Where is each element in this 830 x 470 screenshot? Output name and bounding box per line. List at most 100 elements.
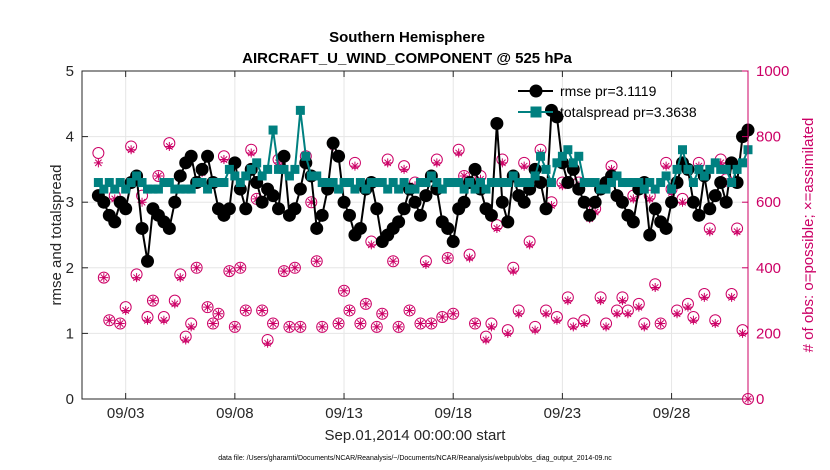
assimilated-point bbox=[388, 256, 398, 266]
assimilated-point bbox=[699, 292, 709, 302]
totalspread-point bbox=[361, 184, 371, 194]
totalspread-point bbox=[290, 164, 300, 174]
assimilated-point bbox=[683, 302, 693, 312]
possible-point bbox=[103, 314, 116, 327]
assimilated-point bbox=[596, 296, 606, 306]
rmse-point bbox=[457, 195, 471, 209]
assimilated-point bbox=[104, 315, 114, 325]
totalspread-point bbox=[93, 178, 103, 188]
possible-point bbox=[469, 317, 482, 330]
rmse-point bbox=[659, 221, 673, 235]
totalspread-point bbox=[334, 184, 344, 194]
totalspread-point bbox=[230, 171, 240, 181]
x-tick-label: 09/23 bbox=[544, 405, 582, 422]
rmse-point bbox=[484, 208, 498, 222]
totalspread-point bbox=[104, 178, 114, 188]
assimilated-point bbox=[361, 299, 371, 309]
totalspread-point bbox=[410, 184, 420, 194]
totalspread-point bbox=[405, 184, 415, 194]
rmse-point bbox=[119, 202, 133, 216]
rmse-point bbox=[141, 254, 155, 268]
totalspread-point bbox=[132, 171, 142, 181]
rmse-point bbox=[392, 215, 406, 229]
assimilated-point bbox=[399, 164, 409, 174]
rmse-point bbox=[255, 195, 269, 209]
assimilated-point bbox=[203, 302, 213, 312]
rmse-point bbox=[719, 195, 733, 209]
totalspread-point bbox=[164, 178, 174, 188]
assimilated-point bbox=[639, 322, 649, 332]
totalspread-point bbox=[246, 164, 256, 174]
totalspread-point bbox=[579, 178, 589, 188]
totalspread-point bbox=[568, 158, 578, 168]
possible-point bbox=[267, 317, 280, 330]
totalspread-point bbox=[224, 164, 234, 174]
y-tick-label: 3 bbox=[66, 194, 74, 211]
assimilated-point bbox=[279, 266, 289, 276]
rmse-point bbox=[310, 221, 324, 235]
possible-point bbox=[370, 320, 383, 333]
assimilated-point bbox=[579, 319, 589, 329]
rmse-point bbox=[588, 195, 602, 209]
totalspread-point bbox=[738, 158, 748, 168]
assimilated-point bbox=[415, 319, 425, 329]
assimilated-point bbox=[617, 296, 627, 306]
y-right-tick-label: 1000 bbox=[756, 63, 789, 80]
assimilated-point bbox=[164, 141, 174, 151]
assimilated-point bbox=[153, 171, 163, 181]
rmse-point bbox=[135, 221, 149, 235]
totalspread-point bbox=[175, 184, 185, 194]
totalspread-point bbox=[377, 178, 387, 188]
totalspread-point bbox=[732, 164, 742, 174]
rmse-point bbox=[353, 221, 367, 235]
totalspread-point bbox=[563, 145, 573, 155]
totalspread-point bbox=[421, 178, 431, 188]
rmse-point bbox=[266, 189, 280, 203]
assimilated-point bbox=[688, 315, 698, 325]
totalspread-point bbox=[394, 184, 404, 194]
assimilated-point bbox=[175, 273, 185, 283]
assimilated-point bbox=[181, 335, 191, 345]
assimilated-point bbox=[213, 309, 223, 319]
possible-point bbox=[354, 317, 367, 330]
rmse-point bbox=[615, 195, 629, 209]
possible-point bbox=[190, 261, 203, 274]
assimilated-point bbox=[705, 227, 715, 237]
totalspread-point bbox=[339, 178, 349, 188]
data-file-footnote: data file: /Users/gharamti/Documents/NCA… bbox=[218, 455, 612, 462]
assimilated-point bbox=[481, 335, 491, 345]
totalspread-point bbox=[186, 184, 196, 194]
totalspread-point bbox=[454, 178, 464, 188]
x-axis-label: Sep.01,2014 00:00:00 start bbox=[325, 427, 507, 444]
axis-ticks: 09/03 09/08 09/13 09/18 09/23 09/28 0 1 2 3 4 5 0 200… bbox=[66, 63, 790, 422]
assimilated-point bbox=[661, 161, 671, 171]
totalspread-point bbox=[705, 164, 715, 174]
y-tick-label: 5 bbox=[66, 63, 74, 80]
y-right-tick-label: 600 bbox=[756, 194, 781, 211]
rmse-point bbox=[550, 110, 564, 124]
assimilated-point bbox=[448, 309, 458, 319]
assimilated-point bbox=[426, 319, 436, 329]
totalspread-point bbox=[213, 178, 223, 188]
totalspread-point bbox=[465, 178, 475, 188]
assimilated-point bbox=[716, 158, 726, 168]
rmse-point bbox=[293, 182, 307, 196]
rmse-point bbox=[97, 195, 111, 209]
assimilated-point bbox=[732, 227, 742, 237]
rmse-point bbox=[517, 195, 531, 209]
y-axis-right-label: # of obs: o=possible; ×=assimilated bbox=[800, 118, 817, 353]
assimilated-point bbox=[405, 305, 415, 315]
possible-point bbox=[338, 284, 351, 297]
possible-point bbox=[316, 320, 329, 333]
totalspread-point bbox=[727, 178, 737, 188]
totalspread-point bbox=[481, 184, 491, 194]
totalspread-point bbox=[710, 158, 720, 168]
y-tick-label: 2 bbox=[66, 260, 74, 277]
totalspread-point bbox=[181, 184, 191, 194]
totalspread-point bbox=[257, 171, 267, 181]
assimilated-point bbox=[727, 292, 737, 302]
assimilated-point bbox=[290, 263, 300, 273]
assimilated-point bbox=[355, 319, 365, 329]
rmse-point bbox=[583, 208, 597, 222]
totalspread-point bbox=[344, 178, 354, 188]
